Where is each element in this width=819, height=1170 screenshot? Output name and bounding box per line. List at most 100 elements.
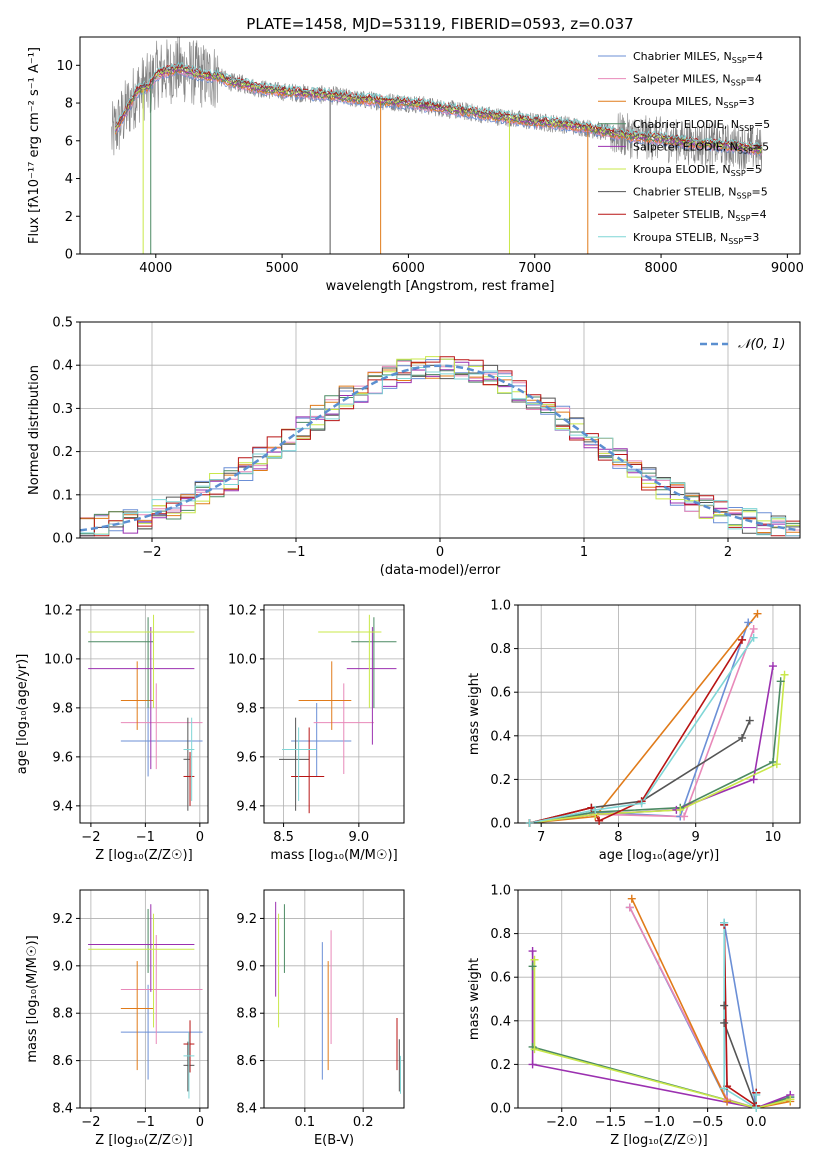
y-tick-label: 10.2 xyxy=(44,603,73,618)
x-tick-label: 4000 xyxy=(139,261,172,276)
y-tick-label: 0.3 xyxy=(52,402,73,417)
x-tick-label: 0 xyxy=(196,830,204,845)
x-tick-label: 0.0 xyxy=(746,1115,767,1130)
y-tick-label: 0.5 xyxy=(52,316,73,331)
x-axis-label: Z [log₁₀(Z/Z☉)] xyxy=(95,848,192,863)
residuals-plot-area xyxy=(80,356,800,537)
massweight-vs-age-panel: 7 8 9 10 0.0 0.2 0.4 0.6 0.8 1.0 age [log₁₀(age/yr… xyxy=(467,599,801,863)
x-tick-label: −1 xyxy=(286,545,305,560)
legend-label-text: Salpeter MILES, N xyxy=(633,73,731,86)
y-tick-label: 8.4 xyxy=(236,1102,257,1117)
y-tick-label: 9.2 xyxy=(236,912,257,927)
mass-weight-line xyxy=(531,966,791,1108)
y-tick-label: 0.8 xyxy=(490,642,511,657)
y-tick-label: 0.1 xyxy=(52,488,73,503)
age_vs_mass-frame xyxy=(263,604,405,824)
x-tick-label: 10 xyxy=(765,830,782,845)
mass-weight-marker xyxy=(786,1095,795,1104)
y-tick-label: 0.8 xyxy=(490,927,511,942)
legend-label-count: =4 xyxy=(747,50,763,63)
y-tick-label: 6 xyxy=(65,134,73,149)
mass-weight-marker xyxy=(530,955,539,964)
histogram-step-line xyxy=(80,356,800,537)
mass-weight-line xyxy=(533,959,791,1108)
mass-weight-marker xyxy=(676,805,685,814)
y-axis-label: mass [log₁₀(M/M☉)] xyxy=(25,935,40,1062)
legend-label-text: Kroupa STELIB, N xyxy=(633,231,728,244)
y-tick-label: 8.4 xyxy=(52,1102,73,1117)
mass-weight-marker xyxy=(780,670,789,679)
y-tick-label: 10.0 xyxy=(228,652,257,667)
y-tick-label: 8.6 xyxy=(52,1054,73,1069)
legend-label: Kroupa STELIB, NSSP=3 xyxy=(633,231,759,246)
x-tick-label: 6000 xyxy=(392,261,425,276)
y-tick-label: 8.8 xyxy=(52,1007,73,1022)
mass-weight-marker xyxy=(753,609,762,618)
x-tick-label: 1 xyxy=(580,545,588,560)
legend-label-subscript: SSP xyxy=(728,237,743,246)
legend-label-count: =5 xyxy=(754,118,770,131)
mass-weight-marker xyxy=(530,1045,539,1054)
x-axis-label: Z [log₁₀(Z/Z☉)] xyxy=(95,1133,192,1148)
x-tick-label: −1 xyxy=(136,1115,155,1130)
legend-label-subscript: SSP xyxy=(735,214,750,223)
legend-label: Kroupa MILES, NSSP=3 xyxy=(633,95,755,110)
x-tick-label: −2 xyxy=(81,830,100,845)
mass-weight-marker xyxy=(749,633,758,642)
mass-weight-marker xyxy=(591,805,600,814)
massweight_vs_age-frame xyxy=(517,604,801,824)
residuals-legend: 𝒩(0, 1) xyxy=(700,337,785,352)
legend-label-text: Kroupa ELODIE, N xyxy=(633,163,731,176)
x-axis-label: E(B-V) xyxy=(314,1133,354,1148)
mass-weight-marker xyxy=(749,624,758,633)
y-tick-label: 0.0 xyxy=(490,817,511,832)
legend-label-text: Salpeter STELIB, N xyxy=(633,208,735,221)
mass-weight-marker xyxy=(745,716,754,725)
legend-label-count: =4 xyxy=(746,73,762,86)
y-tick-label: 0.2 xyxy=(490,1058,511,1073)
x-tick-label: −1.0 xyxy=(643,1115,675,1130)
legend-label-subscript: SSP xyxy=(731,79,746,88)
massweight_vs_age-plot-area xyxy=(529,613,786,823)
x-tick-label: −2.0 xyxy=(546,1115,578,1130)
legend-label: 𝒩(0, 1) xyxy=(738,337,785,352)
mass-weight-marker xyxy=(720,1001,729,1010)
mass-weight-marker xyxy=(528,1060,537,1069)
mass-weight-marker xyxy=(723,1097,732,1106)
massweight-vs-metallicity-panel: −2.0 −1.5 −1.0 −0.5 0.0 0.0 0.2 0.4 0.6 0.8 1.0 Z [… xyxy=(467,884,801,1148)
residuals-panel: −2 −1 0 1 2 0.0 0.1 0.2 0.3 0.4 0.5 (data-model)/er… xyxy=(27,316,801,578)
y-tick-label: 0.2 xyxy=(52,445,73,460)
y-tick-label: 9.8 xyxy=(236,701,257,716)
legend-label-subscript: SSP xyxy=(739,124,754,133)
y-tick-label: 0.4 xyxy=(52,359,73,374)
mass-weight-marker xyxy=(720,918,729,927)
x-tick-label: 0 xyxy=(196,1115,204,1130)
legend-label: Chabrier STELIB, NSSP=5 xyxy=(633,186,768,201)
mass-weight-marker xyxy=(680,812,689,821)
figure-title: PLATE=1458, MJD=53119, FIBERID=0593, z=0… xyxy=(246,15,633,33)
y-tick-label: 10 xyxy=(56,59,73,74)
x-axis-label: Z [log₁₀(Z/Z☉)] xyxy=(610,1133,707,1148)
x-tick-label: 8 xyxy=(614,830,622,845)
y-tick-label: 10.2 xyxy=(228,603,257,618)
y-tick-label: 9.4 xyxy=(52,799,73,814)
legend-label-count: =5 xyxy=(752,186,768,199)
mass-weight-marker xyxy=(738,635,747,644)
y-tick-label: 0.0 xyxy=(490,1102,511,1117)
mass-weight-line xyxy=(629,907,791,1108)
x-axis-label: wavelength [Angstrom, rest frame] xyxy=(326,279,555,294)
x-tick-label: 7000 xyxy=(518,261,551,276)
legend-label-text: Chabrier ELODIE, N xyxy=(633,118,739,131)
mass-weight-marker xyxy=(768,662,777,671)
y-axis-label: mass weight xyxy=(467,673,482,755)
mass-vs-metallicity-panel: −2 −1 0 8.4 8.6 8.8 9.0 9.2 Z [log₁₀(Z/Z☉)] mass … xyxy=(25,889,209,1148)
y-tick-label: 4 xyxy=(65,172,73,187)
x-tick-label: −2 xyxy=(81,1115,100,1130)
legend-label-subscript: SSP xyxy=(737,192,752,201)
legend-label-count: =3 xyxy=(738,95,754,108)
y-axis-label: age [log₁₀(age/yr)] xyxy=(15,654,30,775)
mass-weight-line xyxy=(531,951,791,1108)
mass-weight-marker xyxy=(720,1084,729,1093)
